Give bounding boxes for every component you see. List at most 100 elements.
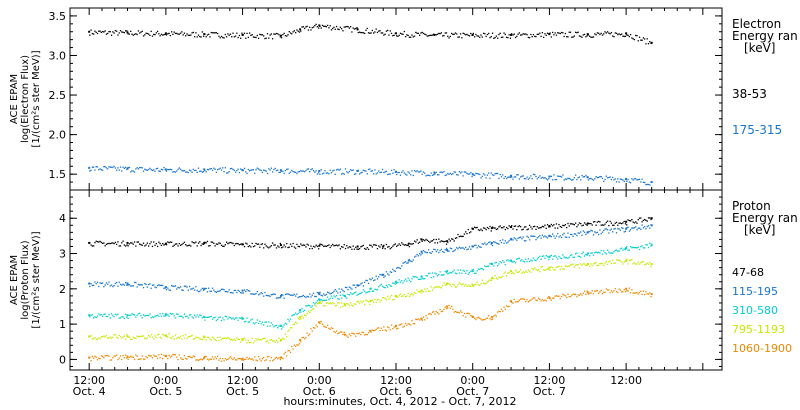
data-point (435, 34, 437, 36)
data-point (311, 305, 313, 307)
data-point (390, 294, 393, 297)
data-point (407, 34, 409, 37)
data-point (362, 169, 365, 171)
data-point (182, 242, 184, 245)
data-point (149, 243, 151, 245)
data-point (578, 232, 581, 234)
data-point (397, 244, 399, 246)
data-point (404, 244, 407, 246)
data-point (205, 287, 207, 290)
data-point (246, 32, 248, 35)
data-point (435, 250, 437, 253)
data-point (525, 300, 527, 303)
data-point (289, 351, 292, 354)
data-point (495, 261, 498, 264)
data-point (459, 247, 462, 249)
data-point (297, 171, 299, 173)
data-point (603, 250, 605, 252)
data-point (261, 321, 264, 323)
data-point (624, 260, 627, 263)
data-point (321, 300, 324, 302)
data-point (595, 251, 597, 253)
data-point (421, 252, 423, 255)
data-point (548, 258, 550, 261)
data-point (303, 244, 306, 246)
data-point (649, 261, 651, 264)
data-point (205, 242, 207, 244)
data-point (505, 242, 508, 244)
data-point (93, 317, 95, 319)
data-point (364, 304, 366, 306)
data-point (388, 274, 390, 276)
data-point (252, 342, 255, 344)
data-point (649, 41, 651, 43)
data-point (491, 318, 494, 320)
data-point (606, 249, 609, 251)
data-point (564, 265, 567, 267)
data-point (136, 335, 138, 337)
data-point (192, 355, 195, 357)
data-point (126, 284, 128, 286)
data-point (356, 284, 358, 286)
data-point (275, 356, 278, 359)
data-point (531, 228, 533, 230)
data-point (215, 291, 218, 293)
data-point (388, 283, 390, 286)
data-point (191, 171, 193, 173)
data-point (291, 294, 293, 296)
series-points (88, 224, 653, 299)
data-point (93, 33, 95, 35)
data-point (399, 293, 402, 295)
data-point (269, 246, 271, 248)
data-point (199, 358, 201, 361)
data-point (370, 244, 372, 247)
data-point (104, 30, 106, 32)
data-point (608, 261, 610, 263)
data-point (112, 336, 114, 338)
data-point (162, 243, 164, 245)
data-point (341, 28, 343, 30)
data-point (259, 33, 261, 36)
data-point (527, 258, 529, 260)
data-point (318, 27, 320, 29)
data-point (200, 314, 202, 317)
data-point (215, 358, 218, 360)
data-point (186, 286, 188, 288)
data-point (456, 173, 458, 176)
data-point (128, 33, 131, 35)
data-point (257, 322, 260, 325)
data-point (283, 297, 285, 299)
data-point (121, 316, 123, 318)
data-point (318, 24, 321, 27)
data-point (271, 293, 274, 296)
data-point (645, 43, 647, 45)
data-point (234, 339, 237, 342)
data-point (480, 177, 482, 179)
data-point (289, 243, 292, 245)
data-point (569, 31, 572, 33)
data-point (522, 228, 524, 230)
data-point (387, 29, 389, 32)
data-point (195, 169, 197, 171)
data-point (126, 357, 128, 359)
data-point (583, 290, 586, 292)
data-point (270, 294, 273, 296)
data-point (600, 249, 602, 252)
data-point (172, 171, 174, 173)
data-point (425, 238, 427, 241)
data-point (343, 302, 345, 305)
data-point (89, 285, 91, 288)
data-point (173, 354, 175, 356)
data-point (571, 233, 573, 236)
data-point (537, 297, 540, 299)
data-point (240, 341, 242, 343)
data-point (380, 32, 382, 34)
data-point (376, 288, 379, 291)
data-point (352, 332, 354, 335)
data-point (194, 338, 196, 340)
data-point (344, 333, 347, 335)
data-point (105, 243, 108, 245)
data-point (614, 262, 616, 264)
data-point (448, 250, 450, 252)
data-point (332, 291, 334, 294)
